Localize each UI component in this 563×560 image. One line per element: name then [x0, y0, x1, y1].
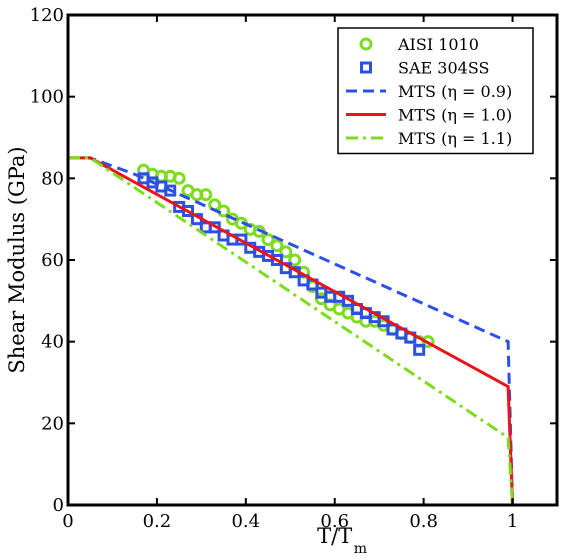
y-axis-label: Shear Modulus (GPa)	[5, 146, 29, 373]
x-tick-label: 0	[62, 511, 73, 532]
y-tick-label: 120	[30, 5, 64, 26]
point-aisi-1010	[261, 233, 275, 247]
y-tick-label: 40	[41, 332, 64, 353]
x-tick-label: 0.4	[231, 511, 260, 532]
legend: AISI 1010 SAE 304SS MTS (η = 0.9) MTS (η = …	[337, 27, 534, 155]
legend-label-sae-304ss: SAE 304SS	[398, 59, 489, 78]
point-aisi-1010	[270, 239, 284, 253]
plot-area	[68, 156, 557, 507]
x-tick-label: 0.2	[143, 511, 172, 532]
x-tick-label: 0.6	[320, 511, 349, 532]
x-tick-label: 0.8	[409, 511, 438, 532]
series-line-mts-0-9	[68, 156, 557, 507]
y-tick-label: 100	[30, 87, 64, 108]
y-tick-label: 20	[41, 413, 64, 434]
point-sae-304ss	[270, 254, 283, 266]
legend-label-mts-0-9: MTS (η = 0.9)	[398, 82, 512, 101]
point-aisi-1010	[172, 171, 186, 185]
point-sae-304ss	[413, 343, 426, 356]
x-axis: 0 0.2 0.4 0.6 0.8 1	[62, 15, 518, 532]
x-axis-label: T/T	[317, 524, 352, 548]
y-tick-label: 0	[53, 495, 64, 516]
y-axis: 0 20 40 60 80 100 120	[30, 5, 557, 516]
x-tick-label: 1	[507, 511, 518, 532]
x-axis-label-subscript: m	[354, 541, 367, 557]
point-aisi-1010	[199, 188, 213, 202]
legend-label-mts-1-1: MTS (η = 1.1)	[398, 129, 512, 148]
legend-swatch-sae-304ss	[360, 61, 372, 74]
legend-label-aisi-1010: AISI 1010	[397, 35, 479, 54]
point-sae-304ss	[182, 205, 195, 217]
legend-swatch-aisi-1010	[359, 37, 373, 51]
y-tick-label: 80	[41, 168, 64, 189]
legend-label-mts-1-0: MTS (η = 1.0)	[398, 106, 512, 125]
point-aisi-1010	[279, 245, 293, 259]
y-tick-label: 60	[41, 250, 64, 271]
series-mts-0-9	[68, 156, 557, 507]
point-aisi-1010	[288, 253, 302, 267]
